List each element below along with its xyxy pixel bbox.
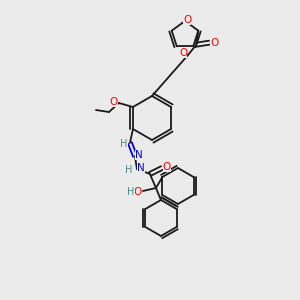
- Text: O: O: [179, 48, 188, 58]
- Text: H: H: [127, 187, 135, 197]
- Text: O: O: [110, 97, 118, 107]
- Text: N: N: [137, 163, 145, 173]
- Text: H: H: [125, 165, 133, 175]
- Text: H: H: [120, 139, 128, 149]
- Text: O: O: [210, 38, 218, 48]
- Text: O: O: [183, 15, 191, 25]
- Text: O: O: [134, 187, 142, 197]
- Text: O: O: [163, 162, 171, 172]
- Text: N: N: [135, 150, 143, 160]
